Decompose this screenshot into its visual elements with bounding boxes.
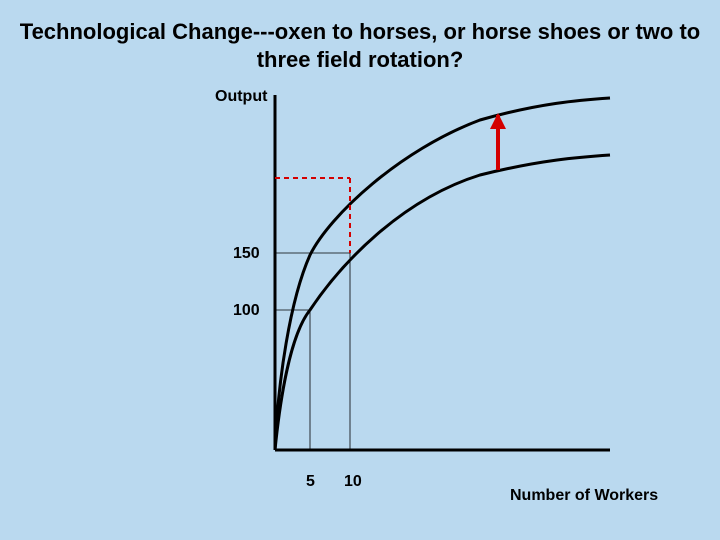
chart-svg: [0, 0, 720, 540]
curves: [275, 98, 610, 450]
curve-upper: [275, 98, 610, 450]
slide-root: Technological Change---oxen to horses, o…: [0, 0, 720, 540]
y-axis-title: Output: [215, 88, 267, 106]
x-tick-5: 5: [306, 473, 315, 491]
y-tick-150: 150: [233, 245, 260, 263]
shift-arrow: [490, 113, 506, 170]
axes: [275, 95, 610, 450]
curve-lower: [275, 155, 610, 450]
y-tick-100: 100: [233, 302, 260, 320]
x-axis-title: Number of Workers: [510, 487, 658, 505]
x-tick-10: 10: [344, 473, 362, 491]
